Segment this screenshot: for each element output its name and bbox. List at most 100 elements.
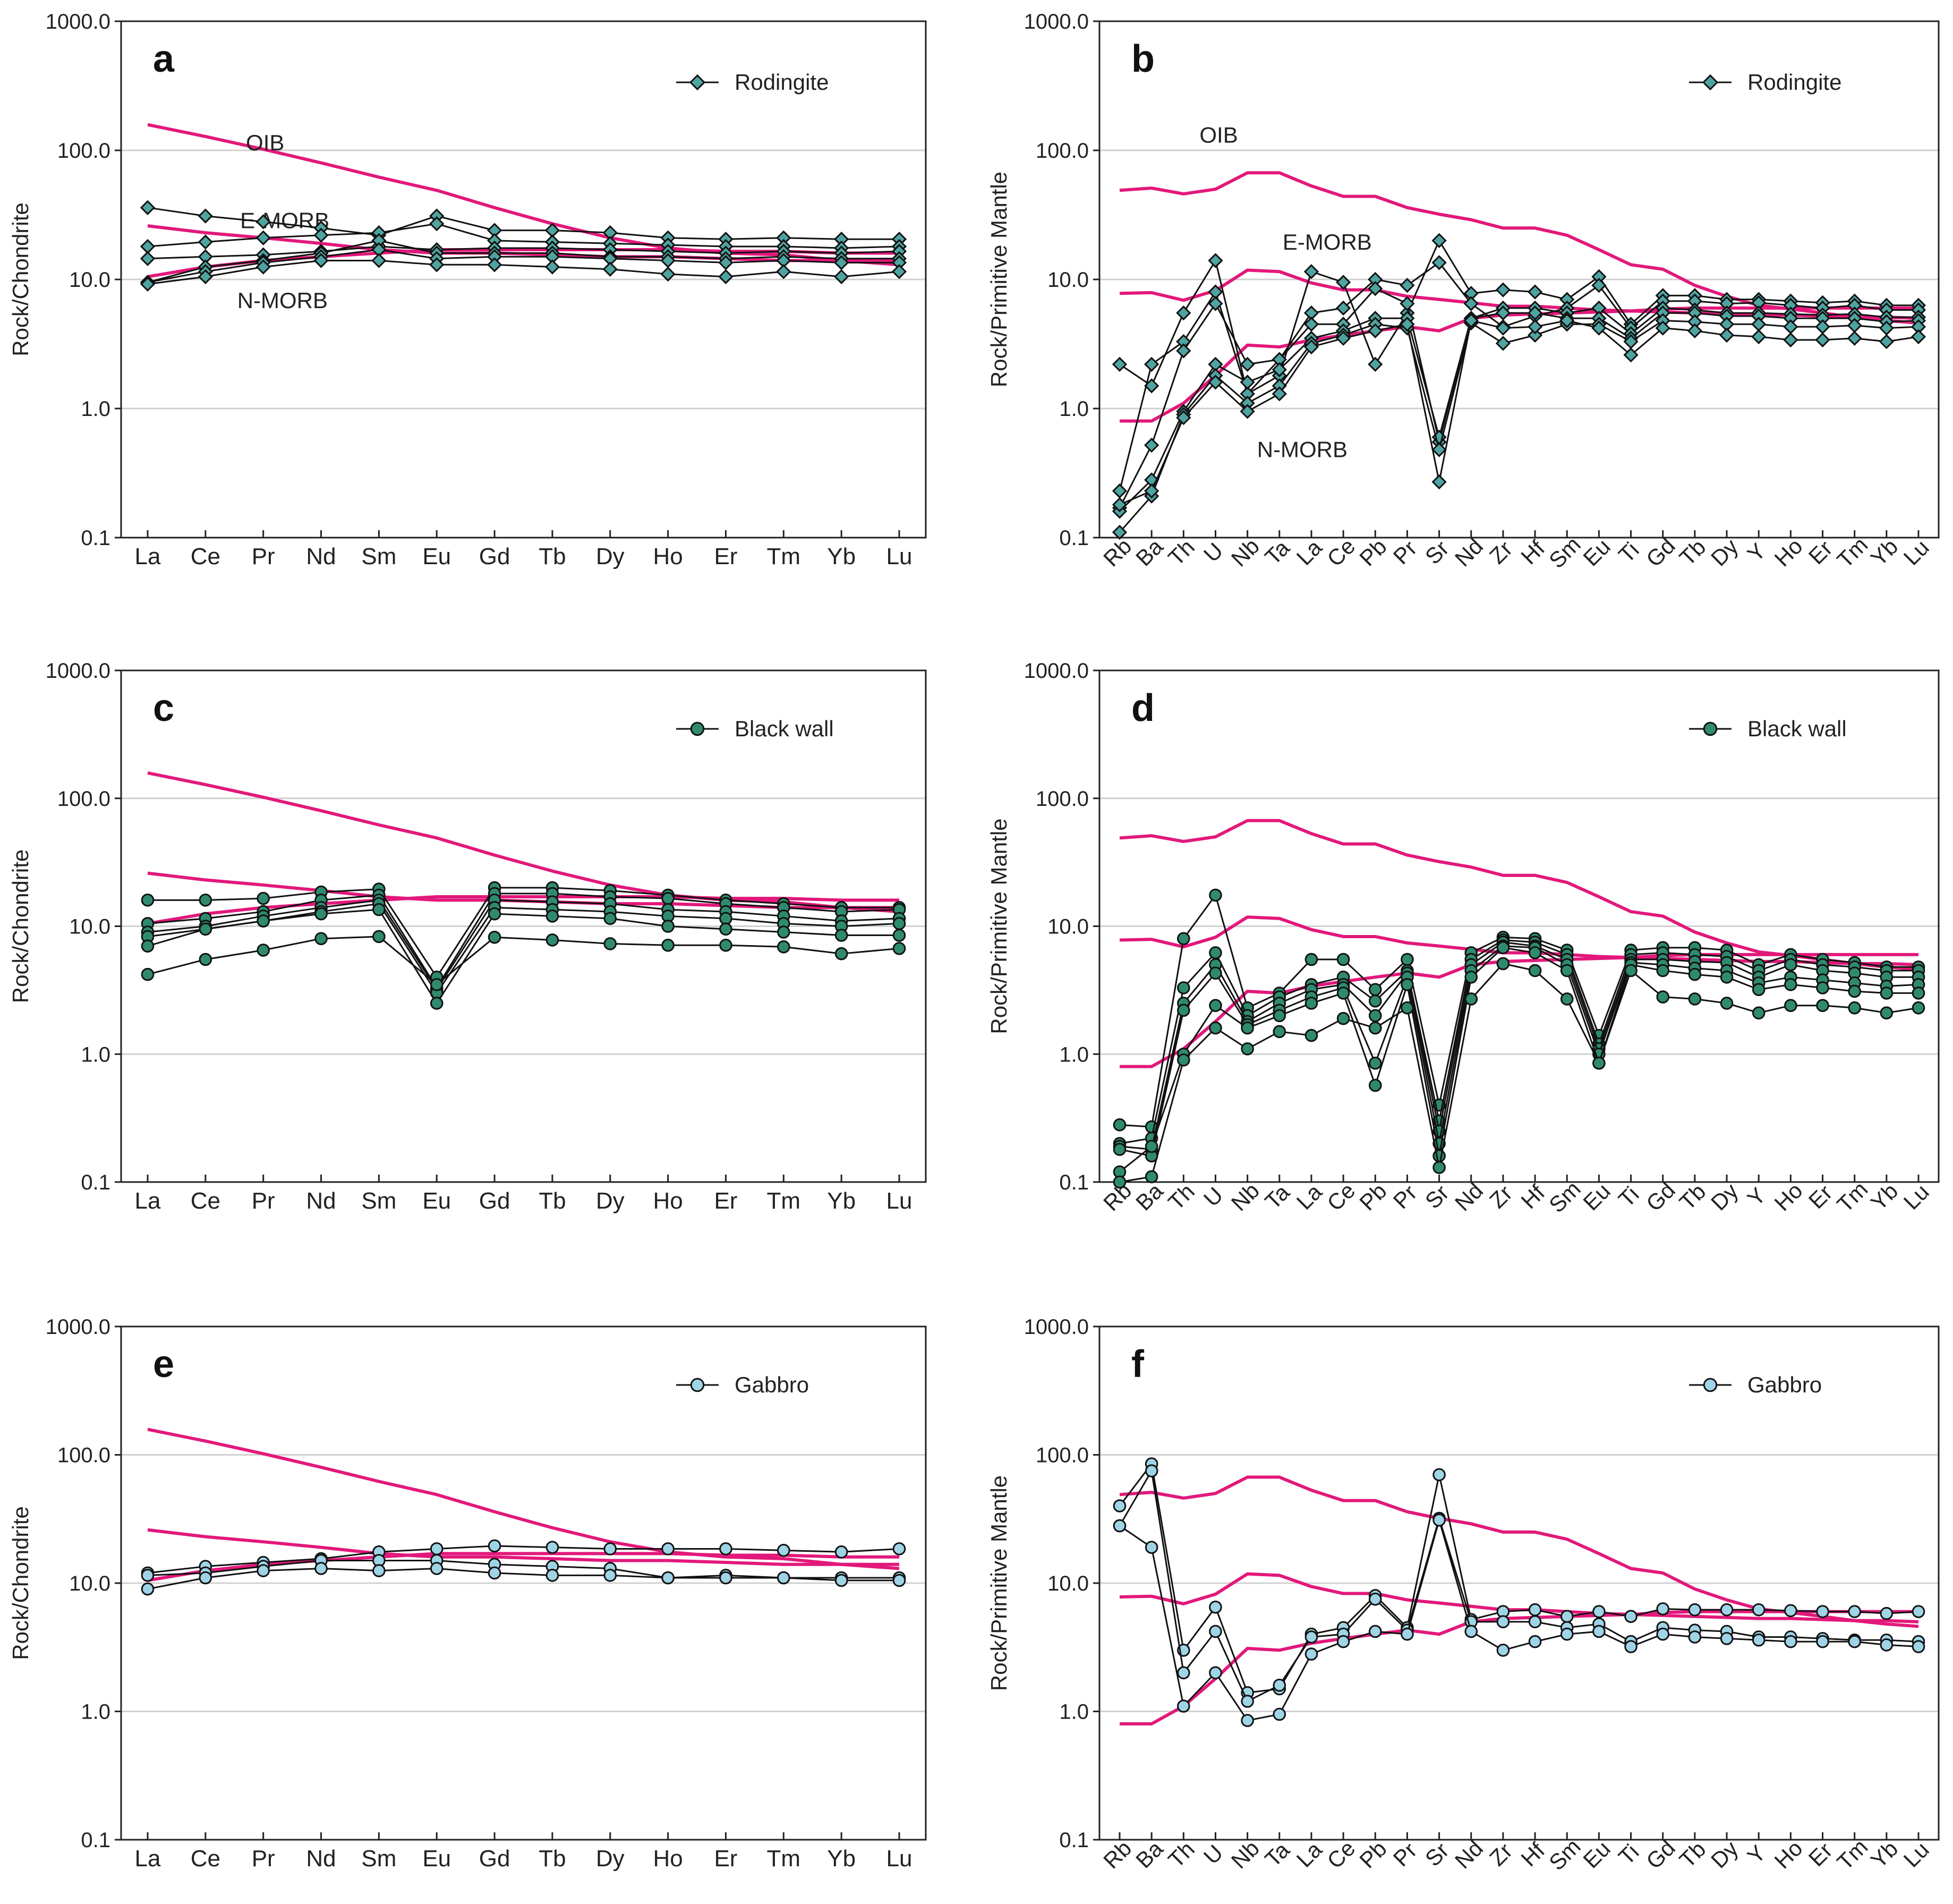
data-point — [1815, 319, 1830, 335]
data-point — [1304, 1630, 1318, 1644]
x-tick-label: Rb — [1098, 1835, 1136, 1873]
x-tick-label: Tb — [539, 543, 566, 570]
data-point — [1113, 1175, 1127, 1189]
legend-label: Gabbro — [1747, 1372, 1822, 1397]
data-point — [603, 1542, 617, 1556]
data-point — [1719, 327, 1735, 343]
y-tick-label: 1.0 — [81, 1701, 110, 1724]
data-point — [140, 239, 156, 254]
x-tick-label: Tm — [767, 1188, 801, 1214]
data-point — [834, 929, 848, 942]
data-point — [1528, 964, 1542, 978]
data-point — [1144, 483, 1159, 499]
x-tick-label: Zr — [1485, 536, 1517, 568]
data-point — [661, 891, 675, 905]
chart-panel-d: 1000.0 100.0 10.0 1.0 0.1 Rock/Primitive Mant… — [986, 659, 1940, 1218]
y-tick-label: 1.0 — [1059, 397, 1089, 421]
chart-panel-a: 1000.0 100.0 10.0 1.0 0.1 Rock/Chondrite La Ce P… — [8, 10, 927, 570]
data-point — [1209, 1600, 1222, 1614]
data-point — [1368, 1592, 1382, 1606]
data-point — [892, 1542, 906, 1556]
data-point — [1688, 1603, 1702, 1617]
panel-letter: e — [153, 1343, 174, 1386]
data-point — [1463, 296, 1479, 311]
data-point — [1336, 987, 1350, 1000]
data-point — [776, 264, 791, 279]
x-tick-label: Tm — [767, 543, 801, 570]
data-point — [1273, 1707, 1286, 1721]
x-tick-label: Gd — [1641, 1177, 1680, 1216]
reference-line-oib — [147, 123, 900, 267]
y-tick-label: 1.0 — [1059, 1043, 1089, 1066]
x-tick-label: Pr — [1388, 1180, 1422, 1213]
data-point — [141, 1569, 155, 1582]
data-point — [1209, 999, 1222, 1013]
data-point — [1784, 1635, 1797, 1648]
x-tick-label: Dy — [1706, 1178, 1743, 1216]
data-point — [1656, 1627, 1670, 1641]
x-tick-label: Gd — [1641, 1835, 1680, 1874]
data-point — [1241, 1042, 1254, 1056]
data-point — [140, 276, 156, 292]
data-point — [1591, 320, 1607, 336]
data-point — [1209, 1021, 1222, 1035]
data-point — [1495, 305, 1511, 321]
data-point — [1527, 319, 1543, 335]
data-point — [1688, 1630, 1702, 1644]
y-tick-label: 10.0 — [69, 268, 110, 292]
reference-line-e-morb — [147, 1528, 899, 1566]
data-point — [313, 253, 329, 268]
x-tick-label: Y — [1742, 1840, 1770, 1868]
y-tick-label: 1.0 — [81, 1043, 110, 1066]
data-point — [1208, 253, 1223, 268]
data-point — [1912, 987, 1925, 1000]
x-tick-label: Nd — [1450, 1178, 1488, 1216]
data-point — [1336, 1012, 1350, 1025]
data-point — [777, 1544, 790, 1557]
legend-marker — [1703, 1378, 1718, 1392]
data-point — [1496, 957, 1510, 971]
data-point — [1303, 264, 1319, 279]
data-point — [1528, 1603, 1542, 1617]
data-point — [661, 920, 675, 933]
x-tick-label: Nd — [1450, 533, 1488, 571]
data-point — [1368, 983, 1382, 996]
data-point — [257, 891, 270, 905]
data-point — [1624, 1610, 1638, 1624]
chart-panel-f: 1000.0 100.0 10.0 1.0 0.1 Rock/Primitive Mant… — [986, 1315, 1940, 1875]
reference-line-n-morb — [1120, 1610, 1918, 1726]
x-tick-label: La — [135, 1188, 161, 1214]
legend-marker — [690, 721, 705, 736]
data-point — [1528, 1635, 1542, 1648]
data-point — [892, 917, 906, 930]
sample-line — [147, 240, 899, 283]
y-axis-label: Rock/Primitive Mantle — [986, 818, 1011, 1034]
x-tick-label: Lu — [1899, 535, 1934, 570]
x-tick-label: Yb — [827, 543, 856, 570]
data-point — [1464, 971, 1478, 984]
data-point — [661, 939, 675, 952]
x-tick-label: Nd — [306, 543, 336, 570]
reference-label: OIB — [246, 130, 284, 155]
data-point — [1208, 375, 1223, 390]
x-tick-label: Ba — [1131, 534, 1168, 571]
x-tick-label: Eu — [1578, 1836, 1615, 1873]
data-point — [257, 914, 270, 928]
data-point — [1752, 1633, 1766, 1647]
y-tick-label: 0.1 — [1059, 1171, 1089, 1194]
data-point — [199, 953, 212, 966]
data-point — [488, 1539, 501, 1553]
data-point — [488, 930, 501, 944]
data-point — [1848, 1001, 1861, 1015]
sample-line — [147, 207, 899, 240]
x-tick-label: Hf — [1516, 1180, 1549, 1213]
data-point — [1624, 964, 1638, 978]
panel-letter: c — [153, 687, 174, 729]
data-point — [141, 894, 155, 907]
data-point — [372, 903, 386, 916]
data-point — [1847, 330, 1862, 346]
data-point — [777, 940, 790, 954]
data-point — [1368, 1021, 1382, 1035]
data-point — [257, 944, 270, 957]
